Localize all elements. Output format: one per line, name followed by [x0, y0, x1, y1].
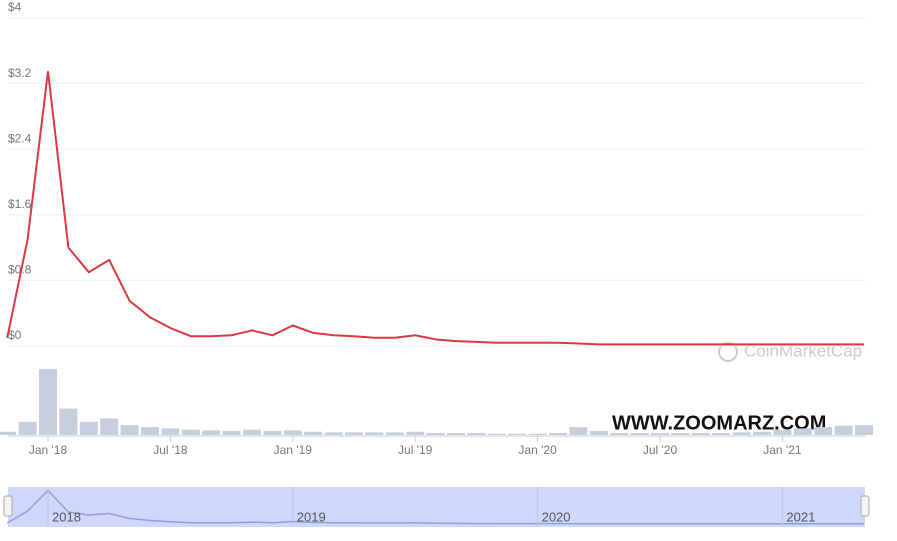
volume-bar — [39, 369, 57, 435]
x-tick-label: Jul '20 — [643, 443, 678, 457]
volume-bar — [793, 428, 812, 435]
volume-bar — [365, 432, 384, 435]
volume-bar — [753, 431, 771, 435]
x-tick-label: Jan '18 — [29, 443, 68, 457]
x-tick-label: Jan '20 — [518, 443, 557, 457]
volume-bar — [385, 432, 404, 435]
source-logo — [718, 342, 738, 362]
volume-bar — [487, 433, 506, 435]
volume-bar — [263, 431, 282, 435]
volume-bar — [691, 433, 710, 435]
volume-bar — [202, 430, 221, 435]
volume-bar — [243, 429, 261, 435]
volume-bar — [0, 431, 17, 435]
navigator-label: 2018 — [52, 509, 81, 524]
x-tick-label: Jul '18 — [153, 443, 188, 457]
navigator-window[interactable] — [8, 487, 865, 527]
volume-bar — [222, 431, 241, 435]
x-tick-label: Jan '21 — [763, 443, 802, 457]
navigator-label: 2019 — [297, 509, 326, 524]
volume-bar — [528, 433, 547, 435]
volume-bar — [508, 433, 527, 435]
volume-bar — [610, 433, 629, 435]
price-line — [6, 71, 864, 346]
y-tick-label: $4 — [8, 0, 22, 14]
volume-bar — [834, 425, 853, 435]
volume-bar — [100, 418, 119, 435]
volume-bar — [814, 427, 833, 435]
volume-bar — [651, 433, 669, 435]
volume-bar — [141, 427, 159, 435]
volume-bar — [549, 433, 567, 435]
y-tick-label: $3.2 — [8, 66, 32, 80]
navigator-handle[interactable] — [3, 495, 13, 517]
volume-bar — [120, 425, 139, 435]
y-tick-label: $0 — [8, 328, 22, 342]
site-watermark: WWW.ZOOMARZ.COM — [612, 412, 826, 434]
volume-bar — [426, 433, 445, 435]
x-tick-label: Jan '19 — [274, 443, 313, 457]
volume-bar — [447, 433, 465, 435]
x-tick-label: Jul '19 — [398, 443, 433, 457]
volume-bar — [732, 432, 751, 435]
volume-bar — [304, 431, 323, 435]
navigator-label: 2021 — [786, 509, 815, 524]
volume-bar — [181, 429, 200, 435]
y-tick-label: $0.8 — [8, 263, 32, 277]
volume-bar — [569, 427, 588, 435]
y-tick-label: $2.4 — [8, 131, 32, 145]
volume-bar — [712, 433, 731, 435]
volume-bar — [589, 431, 608, 435]
volume-bar — [18, 421, 37, 435]
volume-bar — [773, 429, 792, 435]
volume-bar — [630, 433, 649, 435]
volume-bar — [345, 432, 363, 435]
volume-bar — [671, 433, 690, 435]
navigator-label: 2020 — [542, 509, 571, 524]
y-tick-label: $1.6 — [8, 197, 32, 211]
volume-bar — [406, 431, 425, 435]
volume-bar — [324, 432, 343, 435]
volume-bar — [283, 430, 302, 435]
volume-bar — [467, 433, 486, 435]
navigator-handle[interactable] — [860, 495, 870, 517]
volume-bar — [161, 428, 180, 435]
navigator-line — [6, 489, 864, 525]
volume-bar — [59, 408, 78, 435]
volume-bar — [79, 421, 98, 435]
volume-bar — [855, 425, 873, 435]
